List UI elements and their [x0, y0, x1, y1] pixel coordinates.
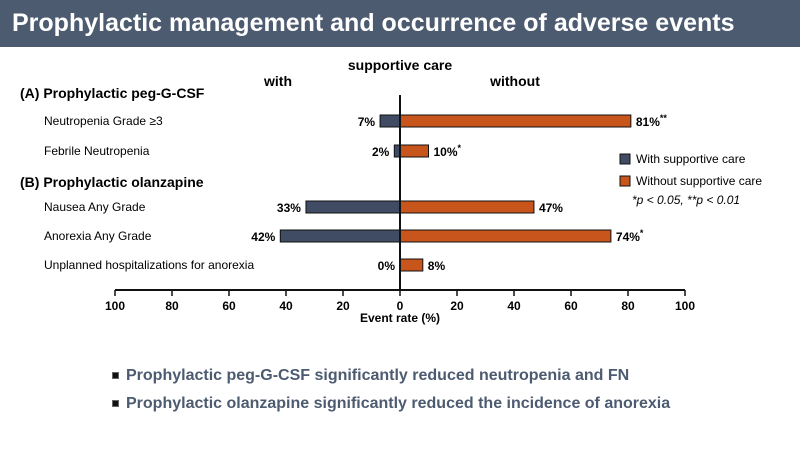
value-label-without: 74%* [616, 228, 644, 244]
takeaway-item: Prophylactic peg-G-CSF significantly red… [112, 366, 752, 386]
category-label: Neutropenia Grade ≥3 [44, 114, 163, 128]
significance-marker: ** [660, 113, 668, 123]
x-tick-label: 100 [675, 299, 695, 313]
legend-swatch-without [619, 175, 631, 187]
bar-without-supportive-care [399, 144, 429, 158]
bar-with-supportive-care [279, 229, 401, 243]
significance-note: *p < 0.05, **p < 0.01 [632, 193, 740, 207]
slide-title: Prophylactic management and occurrence o… [0, 0, 800, 47]
value-label-with: 33% [277, 201, 301, 215]
value-label-with: 2% [372, 145, 390, 159]
x-tick-label: 80 [165, 299, 179, 313]
x-tick-label: 80 [621, 299, 635, 313]
value-label-without: 47% [539, 201, 563, 215]
value-label-with: 42% [251, 230, 275, 244]
value-label-without: 81%** [636, 113, 668, 129]
left-side-label: with [263, 73, 292, 89]
legend: With supportive care Without supportive … [619, 152, 762, 207]
bar-without-supportive-care [399, 114, 632, 128]
group-label-a: (A) Prophylactic peg-G-CSF [20, 85, 205, 101]
value-label-without: 8% [428, 259, 446, 273]
x-tick-label: 60 [564, 299, 578, 313]
significance-marker: * [458, 143, 462, 153]
legend-label-with: With supportive care [636, 152, 746, 166]
butterfly-bar-chart: supportive care with without (A) Prophyl… [20, 57, 762, 325]
category-label: Nausea Any Grade [44, 200, 146, 214]
takeaway-text: Prophylactic olanzapine significantly re… [126, 395, 671, 412]
x-tick-label: 60 [222, 299, 236, 313]
x-tick-label: 100 [105, 299, 125, 313]
takeaways-list: Prophylactic peg-G-CSF significantly red… [112, 366, 752, 422]
bar-without-supportive-care [399, 200, 535, 214]
bullet-square-icon [112, 372, 119, 379]
takeaway-text: Prophylactic peg-G-CSF significantly red… [126, 367, 630, 384]
value-label-without: 10%* [434, 143, 462, 159]
category-label: Anorexia Any Grade [44, 229, 152, 243]
x-tick-label: 20 [450, 299, 464, 313]
bar-without-supportive-care [399, 258, 424, 272]
bullet-square-icon [112, 400, 119, 407]
x-tick-label: 20 [336, 299, 350, 313]
bar-without-supportive-care [399, 229, 612, 243]
bar-with-supportive-care [305, 200, 401, 214]
x-tick-label: 0 [397, 299, 404, 313]
value-label-with: 0% [378, 259, 396, 273]
takeaway-item: Prophylactic olanzapine significantly re… [112, 394, 752, 414]
x-tick-label: 40 [507, 299, 521, 313]
legend-label-without: Without supportive care [636, 174, 762, 188]
chart-title: supportive care [348, 57, 452, 73]
right-side-label: without [489, 73, 540, 89]
value-label-with: 7% [358, 115, 376, 129]
legend-swatch-with [619, 153, 631, 165]
category-label: Unplanned hospitalizations for anorexia [44, 258, 254, 272]
category-label: Febrile Neutropenia [44, 144, 150, 158]
significance-marker: * [640, 228, 644, 238]
x-tick-label: 40 [279, 299, 293, 313]
group-label-b: (B) Prophylactic olanzapine [20, 174, 204, 190]
x-axis-label: Event rate (%) [360, 311, 440, 325]
bar-with-supportive-care [379, 114, 401, 128]
